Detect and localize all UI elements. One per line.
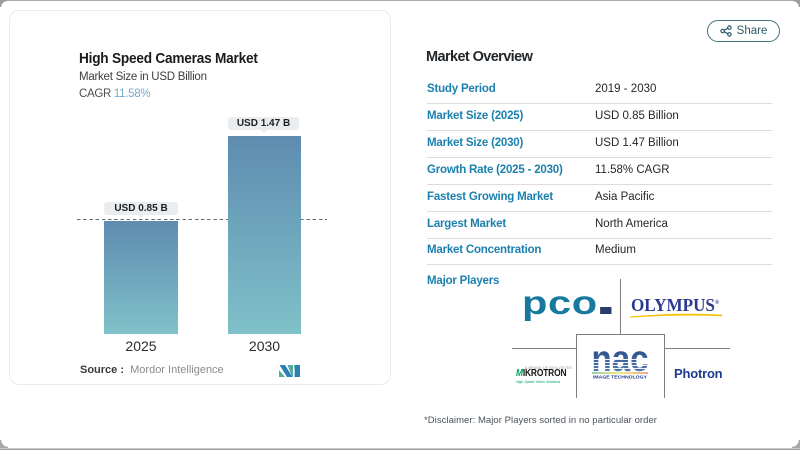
- svg-text:IMAGE TECHNOLOGY: IMAGE TECHNOLOGY: [593, 375, 647, 380]
- svg-text:nac: nac: [592, 349, 649, 379]
